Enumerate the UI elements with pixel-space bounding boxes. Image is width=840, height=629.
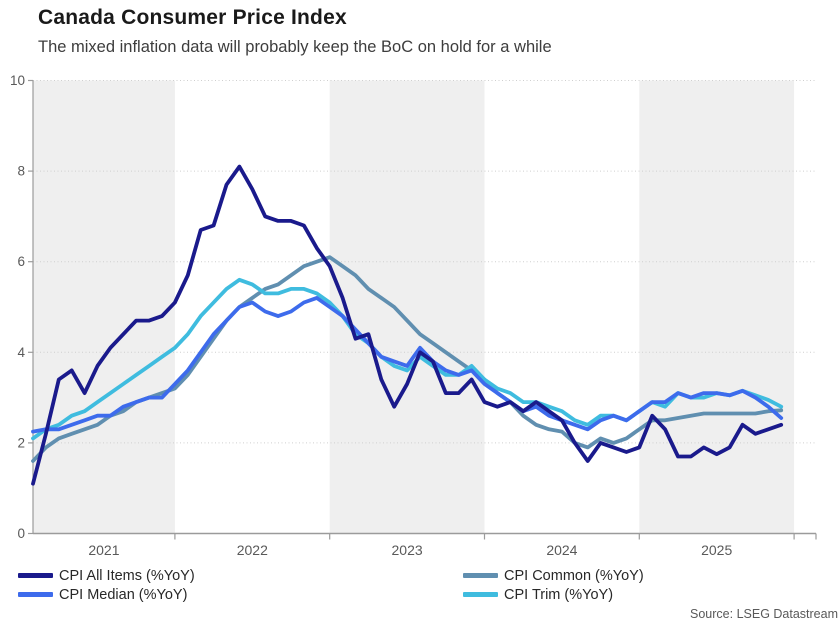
legend-swatch-median xyxy=(18,592,53,597)
legend-item-median: CPI Median (%YoY) xyxy=(18,585,195,604)
year-shading-bands xyxy=(33,80,795,534)
series-line-all_items xyxy=(31,164,784,486)
legend-swatch-all-items xyxy=(18,573,53,578)
legend-column-left: CPI All Items (%YoY) CPI Median (%YoY) xyxy=(18,566,195,604)
y-axis-tick-label: 0 xyxy=(17,526,25,541)
legend-label-trim: CPI Trim (%YoY) xyxy=(504,586,614,603)
legend-item-trim: CPI Trim (%YoY) xyxy=(463,585,644,604)
x-axis-year-label: 2023 xyxy=(392,542,423,558)
legend-item-all-items: CPI All Items (%YoY) xyxy=(18,566,195,585)
gridlines xyxy=(33,80,816,444)
page-title: Canada Consumer Price Index xyxy=(38,6,347,29)
x-axis-year-label: 2021 xyxy=(88,542,119,558)
series-line-median xyxy=(31,295,784,434)
legend-item-common: CPI Common (%YoY) xyxy=(463,566,644,585)
y-axis-tick-label: 8 xyxy=(17,164,25,179)
x-axis-year-label: 2022 xyxy=(237,542,268,558)
x-axis-year-label: 2024 xyxy=(546,542,577,558)
legend-column-right: CPI Common (%YoY) CPI Trim (%YoY) xyxy=(463,566,644,604)
page-subtitle: The mixed inflation data will probably k… xyxy=(38,38,552,56)
legend-swatch-common xyxy=(463,573,498,578)
legend-label-common: CPI Common (%YoY) xyxy=(504,567,644,584)
y-axis-tick-label: 4 xyxy=(17,345,25,360)
y-axis-tick-label: 6 xyxy=(17,254,25,269)
y-axis-tick-label: 2 xyxy=(17,435,25,450)
source-note: Source: LSEG Datastream xyxy=(690,607,838,621)
legend-swatch-trim xyxy=(463,592,498,597)
legend-label-median: CPI Median (%YoY) xyxy=(59,586,188,603)
y-axis-tick-label: 10 xyxy=(10,73,25,88)
axes: 0 2 4 6 8 10 2021 2022 2023 2024 2025 xyxy=(10,73,817,558)
cpi-line-chart: 0 2 4 6 8 10 2021 2022 2023 2024 2025 xyxy=(10,73,817,558)
x-axis-year-label: 2025 xyxy=(701,542,732,558)
legend-label-all-items: CPI All Items (%YoY) xyxy=(59,567,195,584)
